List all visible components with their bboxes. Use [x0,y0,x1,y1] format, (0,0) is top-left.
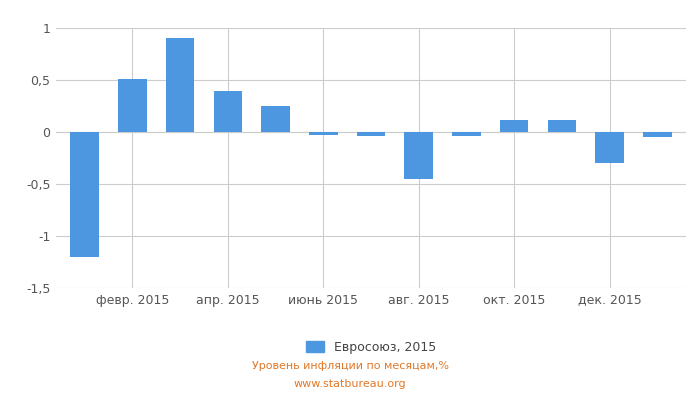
Bar [452,132,481,136]
Bar [70,132,99,257]
Bar [118,79,147,132]
Text: Уровень инфляции по месяцам,%: Уровень инфляции по месяцам,% [251,361,449,371]
Legend: Евросоюз, 2015: Евросоюз, 2015 [305,341,437,354]
Text: www.statbureau.org: www.statbureau.org [294,379,406,389]
Bar [643,132,672,137]
Bar [309,132,337,135]
Bar [357,132,385,136]
Bar [166,38,195,132]
Bar [595,132,624,163]
Bar [547,120,576,132]
Bar [500,120,528,132]
Bar [214,92,242,132]
Bar [405,132,433,179]
Bar [261,106,290,132]
